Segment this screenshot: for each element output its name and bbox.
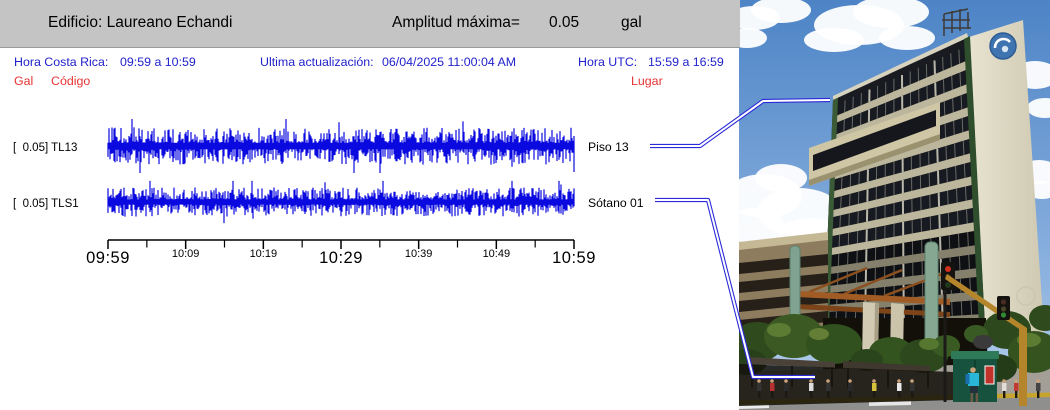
page-title: Edificio: Laureano Echandi bbox=[48, 14, 233, 31]
wall-watermark-circle bbox=[1016, 286, 1036, 306]
ccss-emblem bbox=[989, 32, 1017, 60]
channel-scale-label-tls1: [ 0.05] TLS1 bbox=[13, 198, 79, 210]
axis-tick-label: 10:29 bbox=[319, 249, 363, 267]
last-update-label: Ultima actualización: bbox=[260, 55, 374, 69]
pedestrian-cyan-backpack bbox=[965, 367, 979, 402]
pedestrian bbox=[770, 379, 775, 398]
last-update-value: 06/04/2025 11:00:04 AM bbox=[382, 55, 517, 69]
utc-time-label: Hora UTC: bbox=[578, 55, 638, 69]
traffic-signal bbox=[941, 262, 1027, 406]
axis-tick-label: 10:49 bbox=[483, 248, 511, 260]
pedestrian bbox=[1002, 379, 1007, 398]
pedestrian bbox=[910, 379, 915, 398]
pedestrian bbox=[809, 379, 814, 398]
header-bar: Edificio: Laureano Echandi Amplitud máxi… bbox=[0, 0, 740, 48]
pedestrian bbox=[848, 379, 853, 398]
pedestrian bbox=[1036, 379, 1041, 398]
facade-green-strip-right bbox=[964, 36, 986, 347]
signal-red-light bbox=[945, 266, 951, 272]
pedestrian bbox=[872, 379, 877, 398]
local-time-value: 09:59 a 10:59 bbox=[120, 55, 196, 69]
pedestrian bbox=[897, 379, 902, 398]
signal-mast-pole bbox=[1019, 328, 1027, 406]
max-amplitude-unit: gal bbox=[621, 14, 642, 31]
facade-protruding-ledge bbox=[809, 102, 940, 186]
channel-scale-label-tl13: [ 0.05] TL13 bbox=[13, 142, 77, 154]
satellite-dish bbox=[973, 335, 993, 349]
trace-waveform-tls1 bbox=[107, 180, 575, 224]
max-amplitude-label: Amplitud máxima= bbox=[392, 14, 520, 31]
signal-green-light bbox=[1000, 312, 1007, 318]
column-header-gal: Gal bbox=[14, 74, 34, 88]
building-side-wall bbox=[969, 20, 1044, 345]
pedestrian bbox=[1014, 379, 1019, 398]
building-photo bbox=[739, 0, 1050, 410]
roof-antenna bbox=[942, 8, 971, 36]
axis-tick-label: 10:19 bbox=[250, 248, 278, 260]
axis-tick-label: 10:59 bbox=[552, 249, 596, 267]
utc-time-value: 15:59 a 16:59 bbox=[648, 55, 724, 69]
pedestrian bbox=[784, 379, 789, 398]
signal-pole bbox=[943, 262, 947, 402]
pedestrians bbox=[757, 379, 1041, 398]
max-amplitude-value: 0.05 bbox=[549, 14, 580, 31]
trace-waveform-tl13 bbox=[107, 119, 575, 173]
time-axis: 09:59 10:09 10:19 10:29 10:39 10:49 10:59 bbox=[86, 239, 596, 267]
axis-tick-label: 10:09 bbox=[172, 248, 200, 260]
road-dash bbox=[869, 401, 911, 406]
axis-tick-label: 10:39 bbox=[405, 248, 433, 260]
column-header-codigo: Código bbox=[51, 74, 91, 88]
pedestrian bbox=[826, 379, 831, 398]
local-time-label: Hora Costa Rica: bbox=[14, 55, 109, 69]
column-header-lugar: Lugar bbox=[631, 74, 663, 88]
kiosk-red-sign bbox=[984, 365, 995, 385]
axis-tick-label: 09:59 bbox=[86, 249, 130, 267]
floor-label-sotano01: Sótano 01 bbox=[588, 196, 644, 210]
pedestrian bbox=[757, 379, 762, 398]
floor-label-piso13: Piso 13 bbox=[588, 140, 629, 154]
